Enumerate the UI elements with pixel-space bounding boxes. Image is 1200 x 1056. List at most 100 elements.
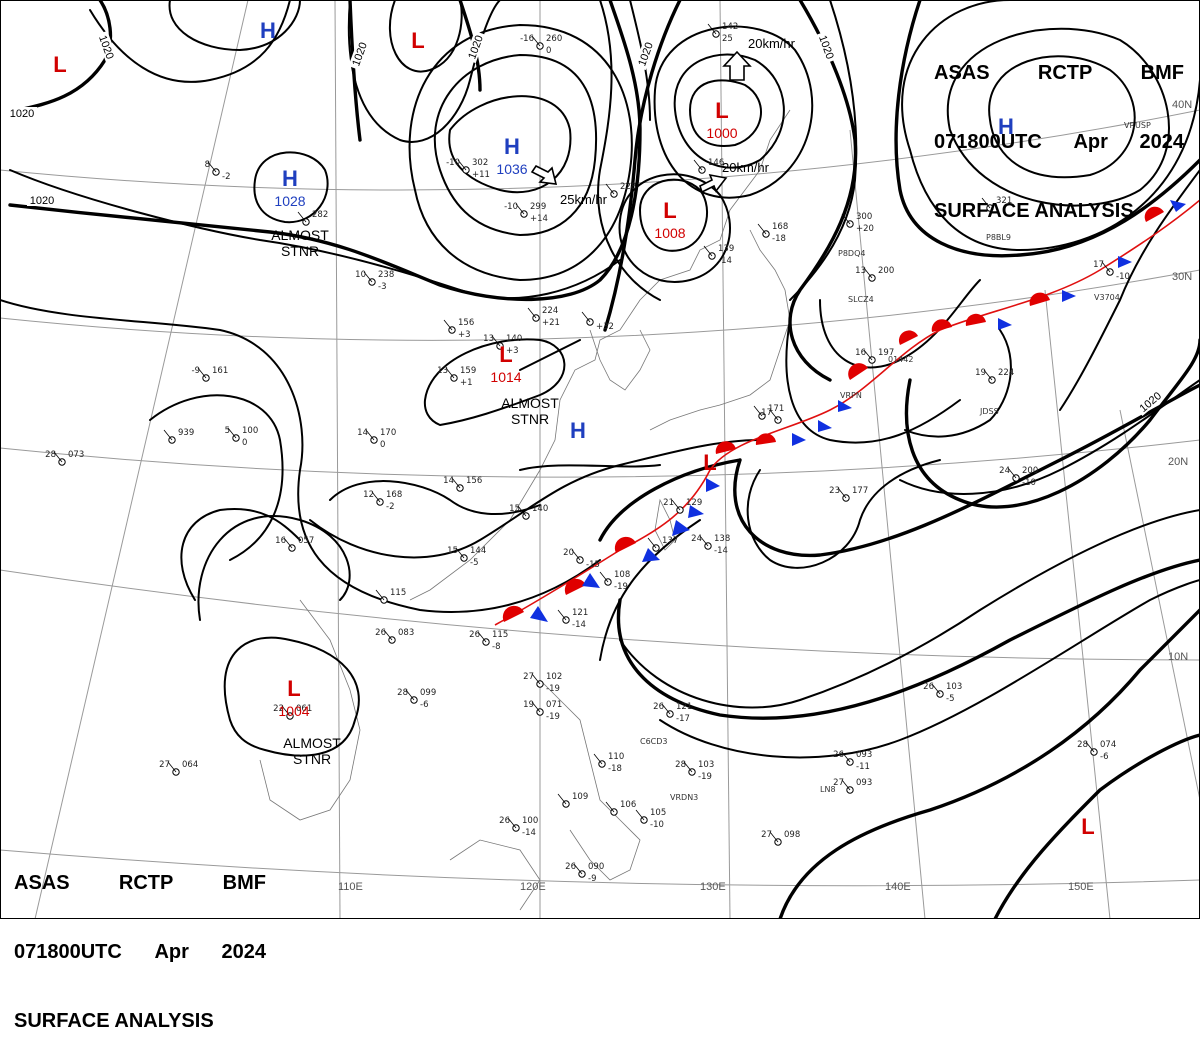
station-pressure: 140 [532,504,548,514]
isobar [639,178,709,252]
station-plot: 115 [375,588,406,604]
station-pressure: 200 [1022,466,1038,476]
station-tendency: -6 [1100,752,1108,762]
station-pressure: 299 [530,202,546,212]
header-title: SURFACE ANALYSIS [934,200,1134,222]
header-time: 071800UTC [934,131,1042,153]
station-plot: 13 140 +3 [483,334,522,356]
low-symbol: L [53,52,66,77]
station-plot: 137 [647,536,678,552]
station-plot: 321 [981,196,1012,212]
isobar [149,394,301,601]
motion-labels: 20km/hr 20km/hr 25km/hr [560,36,796,207]
isobar [309,439,761,559]
coast-korea [589,329,651,391]
station-pressure: 140 [506,334,522,344]
station-plot: -9 161 [192,366,228,382]
almost-stationary-note: ALMOST STNR [271,227,329,259]
station-plot: -16 260 0 [520,34,562,56]
ship-call-sign: P8DQ4 [838,249,865,258]
station-pressure: 061 [296,704,312,714]
station-temperature: 23 [829,486,840,496]
lat-label-20n: 20N [1168,456,1188,468]
isobar-1010 [778,608,1200,919]
station-plot: 109 [557,792,588,808]
header-center: RCTP [1037,62,1093,84]
coast-philippines [539,679,641,881]
station-tendency: 25 [722,34,733,44]
station-pressure: 121 [676,702,692,712]
station-tendency: -6 [420,700,428,710]
header-time: 071800UTC [14,941,122,963]
station-temperature: 16 [855,348,866,358]
isobar-label: 1020 [7,107,37,120]
coast-taiwan [654,498,676,551]
station-plot: 12 168 -2 [363,490,402,512]
graticule [0,0,1200,919]
low-symbol: L [703,450,716,475]
station-temperature: 14 [357,428,368,438]
warm-front-symbols [502,206,1164,622]
station-pressure: 228 [620,182,636,192]
meridian-130e [719,0,731,919]
station-temperature: 27 [761,830,772,840]
isobar-1020 [603,0,682,332]
station-pressure: 159 [460,366,476,376]
header-top-right: ASAS RCTP BMF 071800UTC Apr 2024 SURFACE… [934,16,1184,246]
station-pressure: 074 [1100,740,1116,750]
isobar [89,0,291,83]
center-pressure: 1008 [654,225,685,241]
station-plot: 10 238 -3 [355,270,394,292]
station-tendency: -18 [608,764,622,774]
station-pressure: 106 [620,800,636,810]
warm-front-bump [564,578,586,595]
center-pressure: 1028 [274,193,305,209]
lat-label-10n: 10N [1168,651,1188,663]
coast-japan [649,229,791,431]
station-temperature: 5 [225,426,230,436]
cold-front-barb [792,433,806,446]
station-plot: 19 224 [975,368,1014,384]
station-tendency: -5 [470,558,478,568]
meridian-140e [849,129,926,919]
station-pressure: 102 [546,672,562,682]
station-temperature: 13 [855,266,866,276]
station-pressure: 224 [998,368,1014,378]
isobar [253,151,329,224]
station-plot: 168-18 [757,222,788,244]
station-pressure: 146 [708,158,724,168]
station-temperature: -10 [446,158,460,168]
low-symbol: L [411,28,424,53]
low-symbol: L [663,198,676,223]
station-plot: 16 057 [275,536,314,552]
high-center: H [570,418,586,443]
warm-front-bump [715,441,736,454]
header-product: BMF [1140,62,1184,84]
station-pressure: 083 [398,628,414,638]
ship-call-sign: V3704 [1094,293,1120,302]
isobar-1020 [8,0,113,114]
station-plot: 108-19 [599,570,630,592]
station-plot: 139-14 [703,244,734,266]
station-pressure: 170 [380,428,396,438]
station-pressure: 121 [572,608,588,618]
warm-front-bump [755,433,776,445]
station-tendency: -5 [946,694,954,704]
station-pressure: 073 [68,450,84,460]
motion-arrow [530,164,558,185]
parallel-40n [0,109,1200,191]
station-tendency: +21 [542,318,560,328]
station-tendency: -9 [588,874,596,884]
station-tendency: 0 [380,440,385,450]
ship-call-sign: VRDN3 [670,793,698,802]
station-plot: 22 061 [273,704,312,720]
station-temperature: 20 [563,548,574,558]
station-plot: 26 083 [375,628,414,644]
station-pressure: 144 [470,546,486,556]
station-temperature: 22 [273,704,284,714]
station-plot: 26 115 -8 [469,630,508,652]
isobar [423,338,566,426]
station-temperature: 26 [469,630,480,640]
station-pressure: 224 [542,306,558,316]
header-line-2: 071800UTC Apr 2024 [934,131,1184,154]
